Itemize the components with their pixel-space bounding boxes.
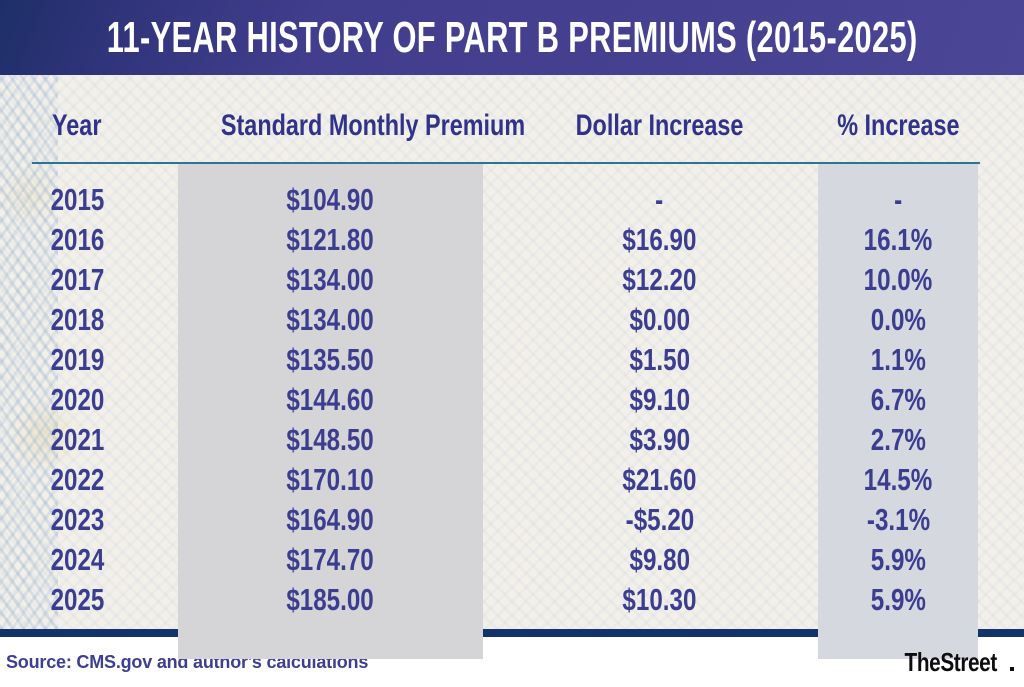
thestreet-logo-text: TheStreet: [904, 646, 997, 677]
cell-premium: $134.00: [286, 262, 375, 297]
cell-premium: $148.50: [286, 422, 375, 457]
cell-dollar-increase: -$5.20: [625, 502, 694, 537]
cell-percent-increase: 16.1%: [863, 222, 933, 257]
cell-year: 2020: [50, 382, 104, 417]
cell-year: 2017: [50, 262, 104, 297]
column-header-dollar-increase: Dollar Increase: [575, 108, 744, 142]
cell-percent-increase: 6.7%: [870, 382, 926, 417]
cell-premium: $121.80: [286, 222, 375, 257]
column-header-premium: Standard Monthly Premium: [220, 108, 526, 142]
table-body: 2015 $104.90 - - 2016 $121.80 $16.90 16.…: [0, 164, 1024, 659]
cell-premium: $170.10: [286, 462, 375, 497]
column-header-percent-increase: % Increase: [836, 108, 960, 142]
cell-percent-increase: 5.9%: [870, 582, 926, 617]
cell-premium: $135.50: [286, 342, 375, 377]
cell-percent-increase: -: [893, 182, 903, 217]
table-row: 2021 $148.50 $3.90 2.7%: [0, 420, 1024, 460]
header-divider: [32, 162, 980, 164]
cell-percent-increase: -3.1%: [866, 502, 930, 537]
table-row: 2016 $121.80 $16.90 16.1%: [0, 220, 1024, 260]
page-title-text: 11-YEAR HISTORY OF PART B PREMIUMS (2015…: [106, 12, 918, 62]
cell-year: 2023: [50, 502, 104, 537]
table-header-row: Year Standard Monthly Premium Dollar Inc…: [0, 75, 1024, 162]
cell-year: 2021: [50, 422, 104, 457]
table-row: 2018 $134.00 $0.00 0.0%: [0, 300, 1024, 340]
table-row: 2022 $170.10 $21.60 14.5%: [0, 460, 1024, 500]
cell-dollar-increase: $0.00: [629, 302, 690, 337]
cell-year: 2024: [50, 542, 104, 577]
cell-premium: $104.90: [286, 182, 375, 217]
cell-premium: $185.00: [286, 582, 375, 617]
cell-premium: $134.00: [286, 302, 375, 337]
cell-premium: $174.70: [286, 542, 375, 577]
table-area: Year Standard Monthly Premium Dollar Inc…: [0, 75, 1024, 659]
cell-year: 2025: [50, 582, 104, 617]
table-row: 2019 $135.50 $1.50 1.1%: [0, 340, 1024, 380]
cell-year: 2016: [50, 222, 104, 257]
table-row: 2017 $134.00 $12.20 10.0%: [0, 260, 1024, 300]
cell-year: 2015: [50, 182, 104, 217]
cell-dollar-increase: -: [655, 182, 664, 217]
table-row: 2024 $174.70 $9.80 5.9%: [0, 540, 1024, 580]
column-header-year: Year: [52, 108, 102, 142]
cell-year: 2022: [50, 462, 104, 497]
cell-premium: $144.60: [286, 382, 375, 417]
cell-dollar-increase: $9.10: [629, 382, 690, 417]
footer-divider-bar: [0, 629, 1024, 637]
cell-dollar-increase: $1.50: [629, 342, 690, 377]
table-row: 2020 $144.60 $9.10 6.7%: [0, 380, 1024, 420]
cell-dollar-increase: $3.90: [629, 422, 690, 457]
cell-year: 2018: [50, 302, 104, 337]
cell-year: 2019: [50, 342, 104, 377]
thestreet-logo: TheStreet: [893, 647, 1014, 678]
premium-column-band: [178, 164, 483, 659]
cell-percent-increase: 5.9%: [870, 542, 926, 577]
cell-percent-increase: 1.1%: [870, 342, 926, 377]
cell-dollar-increase: $10.30: [622, 582, 697, 617]
cell-percent-increase: 0.0%: [870, 302, 926, 337]
cell-percent-increase: 14.5%: [863, 462, 933, 497]
title-band: 11-YEAR HISTORY OF PART B PREMIUMS (2015…: [0, 0, 1024, 75]
cell-dollar-increase: $9.80: [629, 542, 690, 577]
table-row: 2023 $164.90 -$5.20 -3.1%: [0, 500, 1024, 540]
table-row: 2015 $104.90 - -: [0, 180, 1024, 220]
cell-dollar-increase: $21.60: [622, 462, 697, 497]
cell-dollar-increase: $12.20: [622, 262, 697, 297]
table-row: 2025 $185.00 $10.30 5.9%: [0, 580, 1024, 620]
cell-premium: $164.90: [286, 502, 375, 537]
cell-percent-increase: 10.0%: [863, 262, 933, 297]
cell-dollar-increase: $16.90: [622, 222, 697, 257]
page-title: 11-YEAR HISTORY OF PART B PREMIUMS (2015…: [0, 13, 1024, 63]
percent-column-band: [818, 164, 978, 659]
trademark-dot: [1010, 666, 1014, 671]
cell-percent-increase: 2.7%: [870, 422, 926, 457]
